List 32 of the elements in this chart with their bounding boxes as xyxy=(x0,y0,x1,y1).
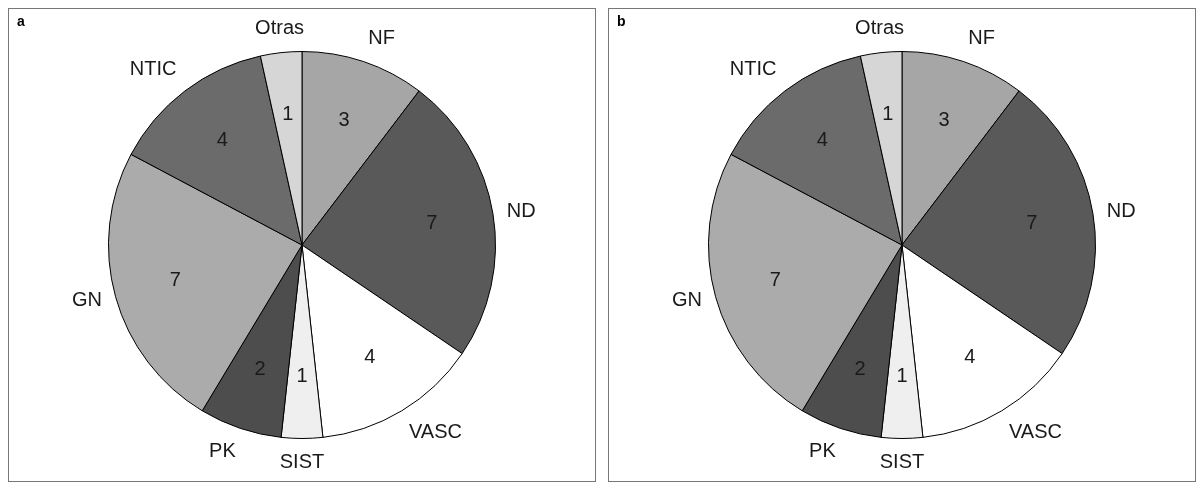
slice-label: VASC xyxy=(1008,420,1062,443)
slice-label: NTIC xyxy=(729,57,777,80)
data-label: 1 xyxy=(296,364,308,387)
data-label: 4 xyxy=(964,345,976,368)
slice-label: Otras xyxy=(855,16,905,39)
data-label: 7 xyxy=(169,267,181,290)
slice-label: PK xyxy=(209,439,237,462)
slice-label: SIST xyxy=(279,450,325,473)
chart-title: a xyxy=(17,12,25,29)
slice-label: NTIC xyxy=(129,57,177,80)
data-label: 4 xyxy=(364,345,376,368)
data-label: 7 xyxy=(1026,211,1038,234)
slice-label: GN xyxy=(72,288,103,311)
data-label: 4 xyxy=(816,127,828,150)
data-label: 1 xyxy=(282,101,294,124)
slice-label: NF xyxy=(968,25,995,48)
slice-label: GN xyxy=(672,288,703,311)
slice-label: Otras xyxy=(255,16,305,39)
slice-label: SIST xyxy=(879,450,925,473)
slice-label: PK xyxy=(809,439,837,462)
data-label: 1 xyxy=(896,364,908,387)
data-label: 7 xyxy=(769,267,781,290)
data-label: 3 xyxy=(338,107,350,130)
data-label: 3 xyxy=(938,107,950,130)
slice-label: ND xyxy=(1106,198,1136,221)
slice-label: NF xyxy=(368,25,395,48)
data-label: 4 xyxy=(216,127,228,150)
slice-label: ND xyxy=(506,198,536,221)
chart-title: b xyxy=(617,12,626,29)
slice-label: VASC xyxy=(408,420,462,443)
data-label: 7 xyxy=(426,211,438,234)
data-label: 1 xyxy=(882,101,894,124)
